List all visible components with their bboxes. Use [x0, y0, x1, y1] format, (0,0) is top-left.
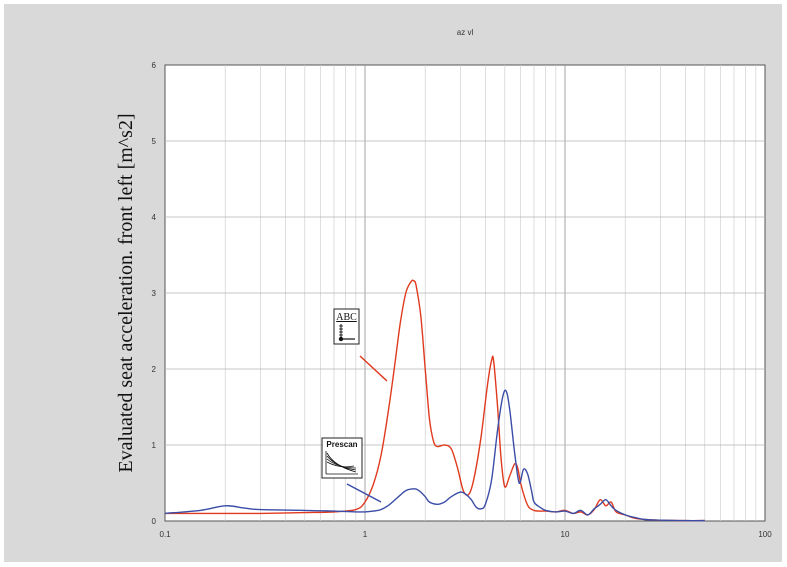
- series-line-prescan: [164, 389, 705, 522]
- chart-title: az vl: [457, 28, 474, 37]
- y-axis-label: Evaluated seat acceleration. front left …: [115, 113, 137, 472]
- y-tick-label: 4: [152, 213, 157, 222]
- abc-annotation-label: ABC: [336, 312, 357, 323]
- prescan-pointer-line: [346, 483, 382, 503]
- series-lines: [164, 279, 705, 522]
- x-tick-label: 1: [363, 530, 368, 539]
- chart: 0.1 1 10 100 0 1 2 3 4 5 6 az vl Evaluated seat ac…: [115, 28, 773, 539]
- y-tick-label: 2: [152, 365, 157, 374]
- tick-labels: 0.1 1 10 100 0 1 2 3 4 5 6: [152, 61, 773, 539]
- test-rig-icon: [338, 324, 355, 342]
- chart-frame: 0.1 1 10 100 0 1 2 3 4 5 6 az vl Evaluated seat ac…: [4, 4, 782, 562]
- x-tick-label: 100: [758, 530, 772, 539]
- y-tick-label: 0: [152, 517, 157, 526]
- y-tick-label: 1: [152, 441, 157, 450]
- y-tick-label: 3: [152, 289, 157, 298]
- x-tick-label: 0.1: [159, 530, 171, 539]
- prescan-annotation-label: Prescan: [326, 440, 357, 449]
- y-tick-label: 5: [152, 137, 157, 146]
- abc-pointer-line: [359, 355, 388, 382]
- simulation-plot-icon: [325, 451, 358, 475]
- abc-annotation-box: [333, 308, 360, 345]
- x-tick-label: 10: [561, 530, 570, 539]
- abc-annotation: ABC: [333, 308, 360, 345]
- prescan-annotation: Prescan: [321, 437, 363, 479]
- y-tick-label: 6: [152, 61, 157, 70]
